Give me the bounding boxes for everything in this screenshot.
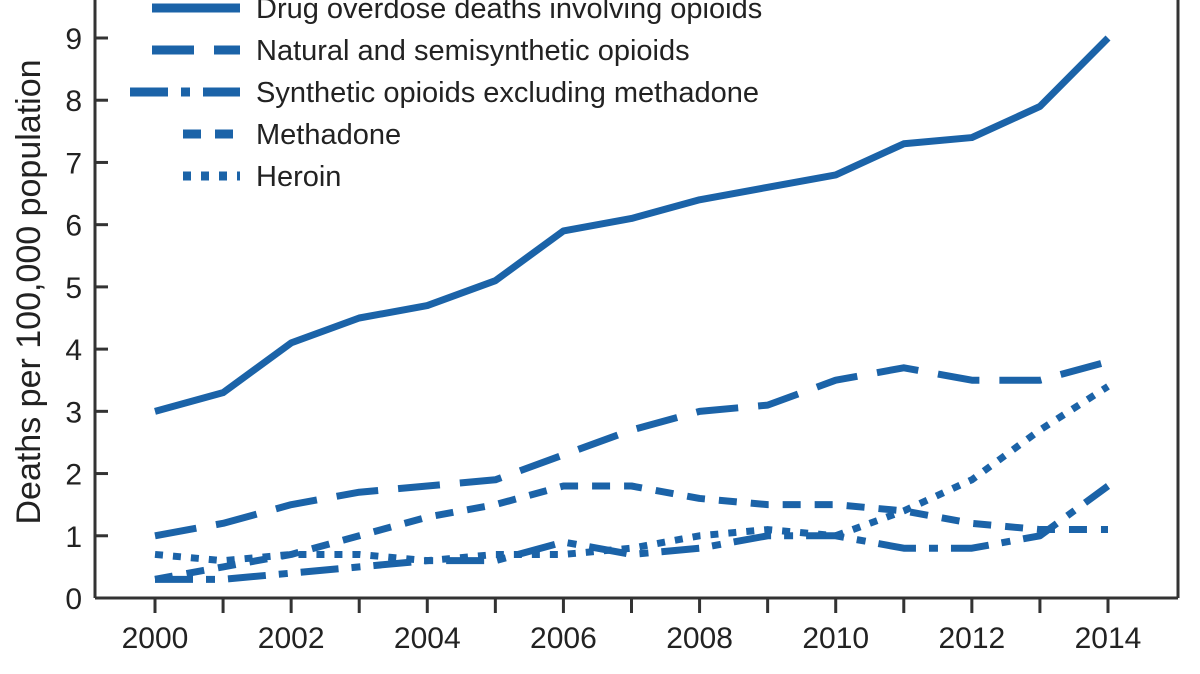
series-group [154,35,1111,583]
y-tick-label: 8 [65,85,82,118]
y-tick-label: 3 [65,396,82,429]
series-line-drug-overdose-deaths-involving-opioids [154,35,1111,415]
legend-label-natural-and-semisynthetic-opioids: Natural and semisynthetic opioids [256,35,690,67]
y-tick-label: 1 [65,521,82,554]
series-line-natural-and-semisynthetic-opioids [154,358,1109,540]
y-tick-label: 2 [65,459,82,492]
series-line-heroin [154,383,1110,565]
legend-label-synthetic-opioids-excluding-methadone: Synthetic opioids excluding methadone [256,77,759,109]
legend-label-methadone: Methadone [256,119,401,151]
x-tick-label: 2010 [802,622,869,655]
legend-label-drug-overdose-deaths-involving-opioids: Drug overdose deaths involving opioids [256,0,762,25]
series-line-methadone [154,482,1108,583]
y-tick-label: 9 [65,23,82,56]
legend: Drug overdose deaths involving opioids Na… [130,0,762,193]
axes-group: 0 1 2 3 4 5 6 7 8 9 2000 2002 2004 2006 2008 2010 2012 20… [65,0,1180,655]
x-tick-label: 2002 [258,622,325,655]
x-tick-label: 2006 [530,622,597,655]
y-tick-label: 0 [65,583,82,616]
series-line-synthetic-opioids-excluding-methadone [155,483,1111,583]
x-tick-label: 2004 [394,622,461,655]
x-tick-label: 2012 [938,622,1005,655]
y-tick-label: 6 [65,210,82,243]
y-tick-label: 4 [65,334,82,367]
x-tick-label: 2008 [666,622,733,655]
y-tick-label: 5 [65,272,82,305]
y-tick-label: 7 [65,147,82,180]
x-tick-label: 2000 [122,622,189,655]
y-axis-title: Deaths per 100,000 population [10,59,48,524]
x-tick-label: 2014 [1075,622,1142,655]
legend-label-heroin: Heroin [256,161,341,193]
